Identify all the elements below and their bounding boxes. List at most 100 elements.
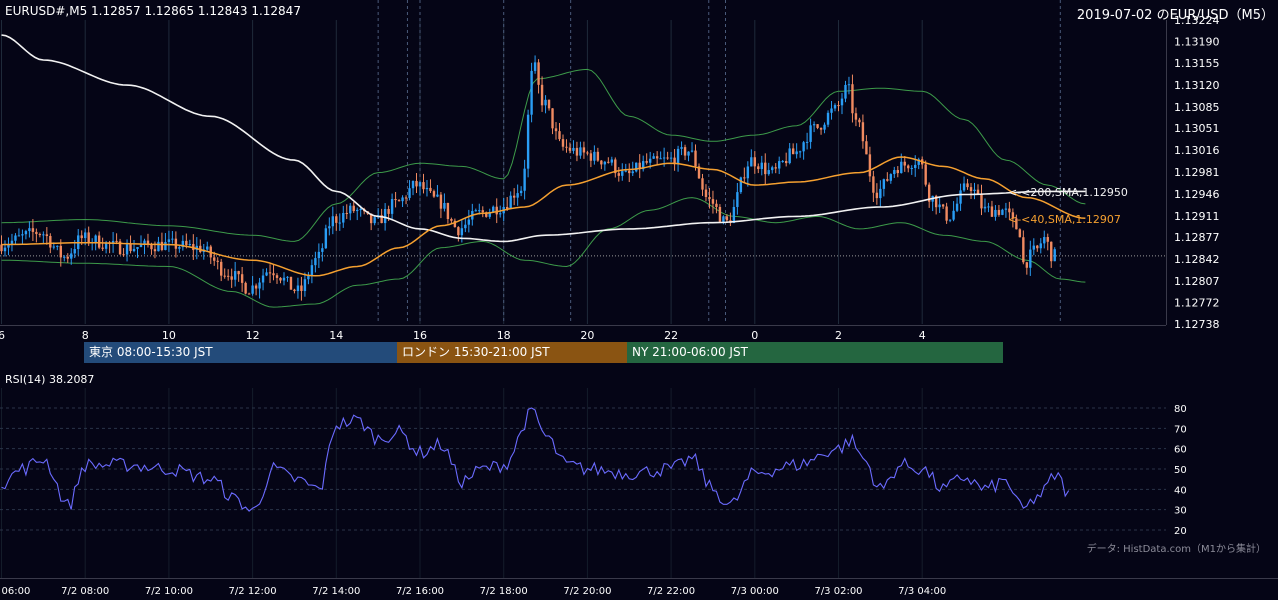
candle-bear xyxy=(512,195,516,198)
candle-bear xyxy=(150,244,153,250)
candle-bear xyxy=(701,178,704,190)
candle-bear xyxy=(397,200,401,202)
candle-bull xyxy=(652,156,655,159)
candle-bull xyxy=(635,162,638,172)
candle-bear xyxy=(185,240,188,246)
candle-bear xyxy=(554,128,558,132)
candle-bear xyxy=(1015,218,1018,230)
candle-bear xyxy=(645,161,648,163)
candle-bear xyxy=(1018,229,1022,238)
candle-bull xyxy=(579,147,582,156)
candle-bull xyxy=(17,235,21,237)
candle-bull xyxy=(1043,237,1046,244)
candle-bear xyxy=(87,232,90,243)
candle-bull xyxy=(781,161,784,163)
candle-bull xyxy=(139,244,143,248)
candle-bull xyxy=(143,240,146,245)
y-tick-label: 1.13190 xyxy=(1174,35,1220,48)
candle-bear xyxy=(697,166,701,179)
candle-bear xyxy=(997,209,1001,215)
time-axis-label: 7/2 18:00 xyxy=(480,586,528,597)
candle-bear xyxy=(254,285,258,289)
candle-bear xyxy=(446,202,450,220)
candle-bull xyxy=(603,161,607,165)
candle-bear xyxy=(31,228,35,232)
x-tick-label: 6 xyxy=(0,329,5,342)
candle-bear xyxy=(1046,237,1049,242)
candle-bear xyxy=(565,146,568,148)
candle-bull xyxy=(795,151,798,155)
candle-bull xyxy=(383,208,387,224)
x-tick-label: 4 xyxy=(919,329,926,342)
candle-bull xyxy=(812,124,816,126)
candle-bear xyxy=(226,275,230,277)
candle-bear xyxy=(118,241,122,255)
candle-bull xyxy=(1039,243,1042,249)
candle-bear xyxy=(213,257,216,261)
candle-bear xyxy=(582,147,586,153)
candle-bull xyxy=(488,212,491,217)
candle-bear xyxy=(537,62,540,85)
candle-bull xyxy=(411,180,415,189)
candle-bear xyxy=(457,227,460,236)
candle-bull xyxy=(847,84,851,86)
candle-bull xyxy=(492,206,495,213)
candle-bear xyxy=(655,156,659,159)
candle-bull xyxy=(952,210,955,220)
rsi-tick-label: 60 xyxy=(1174,445,1187,456)
candle-bear xyxy=(1025,262,1029,268)
candle-bear xyxy=(1036,245,1039,249)
candle-bear xyxy=(715,203,718,207)
candle-bear xyxy=(293,289,296,292)
y-tick-label: 1.13224 xyxy=(1174,14,1220,27)
candle-bull xyxy=(265,272,268,276)
candle-bull xyxy=(914,164,917,169)
candle-bull xyxy=(736,192,739,208)
candle-bear xyxy=(35,231,38,235)
candle-bear xyxy=(453,220,457,228)
time-axis-label: 7/3 00:00 xyxy=(731,586,779,597)
candle-bull xyxy=(802,142,805,152)
candle-bull xyxy=(307,275,310,280)
candle-bull xyxy=(464,224,467,229)
candle-bull xyxy=(233,271,237,280)
candle-bull xyxy=(373,217,376,224)
candle-bear xyxy=(872,176,875,193)
candle-bull xyxy=(342,212,345,223)
candle-bull xyxy=(690,150,694,152)
y-tick-label: 1.12738 xyxy=(1174,318,1220,331)
y-tick-label: 1.12911 xyxy=(1174,210,1220,223)
bollinger-upper xyxy=(1,68,1086,242)
candle-bear xyxy=(791,148,795,155)
candle-bull xyxy=(687,151,690,156)
candle-bull xyxy=(889,174,893,181)
candle-bear xyxy=(1008,208,1011,213)
candle-bull xyxy=(833,105,837,109)
x-tick-label: 22 xyxy=(664,329,678,342)
candle-bear xyxy=(614,159,617,174)
candle-bear xyxy=(764,162,767,175)
candle-bear xyxy=(97,235,101,248)
candle-bear xyxy=(160,241,164,250)
candle-bull xyxy=(261,275,265,283)
candle-bear xyxy=(272,273,275,276)
candle-bull xyxy=(418,182,422,187)
candle-bull xyxy=(809,125,812,142)
rsi-tick-label: 20 xyxy=(1174,526,1187,537)
x-tick-label: 2 xyxy=(835,329,842,342)
candle-bear xyxy=(941,204,945,207)
time-axis-label: 7/2 20:00 xyxy=(563,586,611,597)
y-tick-label: 1.12807 xyxy=(1174,275,1220,288)
candle-bull xyxy=(523,168,526,191)
candle-bear xyxy=(704,189,708,198)
candle-bull xyxy=(157,241,160,252)
candle-bull xyxy=(771,167,774,171)
rsi-line xyxy=(1,407,1070,512)
candle-bull xyxy=(509,195,512,209)
candle-bear xyxy=(586,152,589,154)
candle-bear xyxy=(450,219,453,221)
candle-bull xyxy=(310,265,314,276)
candle-bear xyxy=(505,206,509,209)
candle-bull xyxy=(823,124,826,130)
candle-bull xyxy=(624,170,627,172)
